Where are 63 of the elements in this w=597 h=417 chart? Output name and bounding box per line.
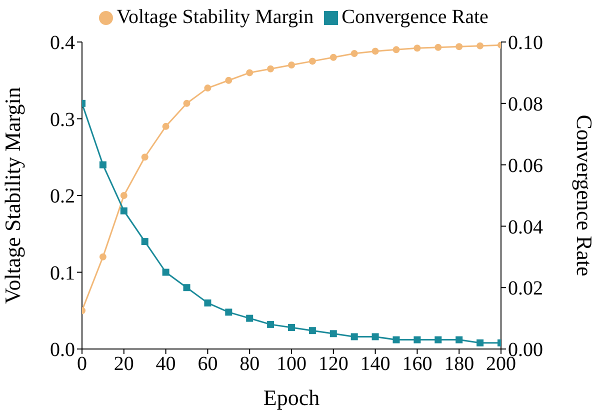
y-tick-label: 0.4 (50, 32, 75, 54)
point (476, 42, 484, 50)
y2-axis-title: Convergence Rate (572, 114, 597, 276)
point (120, 192, 128, 199)
y2-tick-label: 0.04 (508, 216, 543, 238)
point (476, 339, 484, 346)
x-tick-label: 160 (402, 353, 432, 376)
x-tick-label: 20 (114, 353, 134, 376)
point (162, 122, 170, 130)
point (392, 46, 400, 54)
point (141, 154, 148, 161)
legend-label: Convergence Rate (342, 6, 488, 28)
point (204, 84, 212, 92)
point (141, 238, 148, 246)
point (330, 330, 337, 338)
point (288, 324, 295, 332)
point (308, 58, 316, 65)
x-tick-label: 140 (360, 353, 390, 376)
point (183, 284, 190, 292)
point (414, 44, 421, 52)
point (267, 320, 274, 328)
point (120, 207, 128, 214)
legend-label: Voltage Stability Margin (116, 6, 314, 28)
x-tick-label: 60 (198, 353, 218, 376)
point (267, 65, 274, 72)
point (392, 336, 400, 344)
point (456, 43, 463, 50)
x-tick-label: 180 (444, 353, 474, 376)
point (225, 308, 232, 316)
point (308, 327, 316, 334)
y2-tick-label: 0.06 (508, 154, 543, 177)
point (99, 253, 106, 260)
point (456, 336, 463, 344)
x-tick-label: 80 (240, 353, 260, 376)
point (330, 54, 337, 61)
point (434, 44, 442, 51)
point (372, 48, 379, 55)
y2-tick-label: 0.02 (508, 278, 543, 300)
x-tick-label: 0 (77, 353, 87, 376)
point (414, 336, 421, 344)
point (288, 62, 295, 69)
point (372, 333, 379, 340)
point (350, 333, 358, 340)
point (225, 76, 232, 84)
y2-tick-label: 0.08 (508, 94, 543, 116)
point (350, 50, 358, 58)
y-tick-label: 0.2 (50, 186, 75, 208)
point (434, 336, 442, 344)
point (246, 69, 254, 76)
point (162, 268, 170, 276)
y-tick-label: 0.0 (50, 339, 75, 362)
point (204, 299, 212, 306)
x-tick-label: 120 (318, 353, 348, 376)
y-tick-label: 0.3 (50, 108, 75, 131)
point (183, 100, 190, 107)
x-tick-label: 40 (156, 353, 176, 376)
y-tick-label: 0.1 (50, 262, 75, 284)
x-axis-title: Epoch (263, 385, 320, 410)
x-tick-label: 100 (276, 353, 306, 376)
y2-tick-label: 0.10 (508, 32, 543, 54)
y-axis-title: Voltage Stability Margin (0, 87, 25, 304)
point (246, 314, 254, 322)
point (99, 161, 106, 168)
